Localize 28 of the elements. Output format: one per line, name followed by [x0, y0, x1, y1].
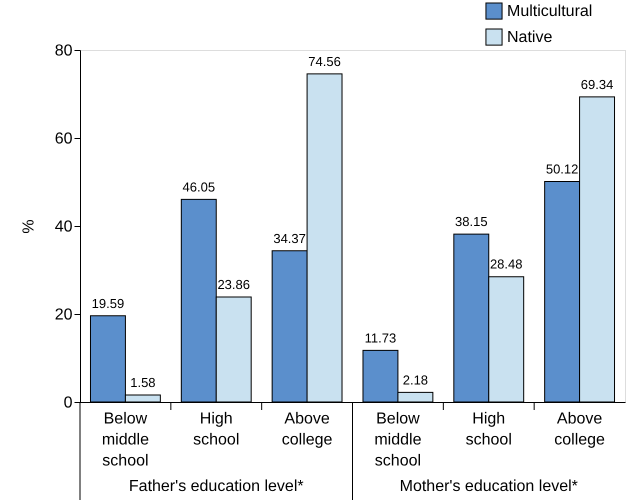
x-tick-label: High school	[466, 410, 512, 448]
data-label: 28.48	[490, 256, 522, 272]
data-label: 50.12	[546, 161, 578, 176]
x-tick-label: Below middle school	[374, 410, 422, 470]
legend-label: Native	[507, 29, 552, 46]
text: Father's education level*	[128, 478, 304, 495]
data-label: 46.05	[182, 179, 216, 194]
data-label: 1.58	[130, 375, 156, 390]
x-tick-label: Above college	[554, 410, 606, 448]
x-tick-label: Below middle school	[102, 410, 150, 470]
y-tick-label: 20	[54, 306, 73, 324]
x-tick-label: High school	[193, 410, 240, 448]
legend-label: Multicultural	[507, 3, 592, 20]
x-tick-label: Above college	[282, 410, 333, 448]
y-tick-label: 0	[64, 394, 73, 412]
data-label: 11.73	[364, 330, 396, 346]
data-label: 23.86	[217, 277, 250, 292]
data-label: 2.18	[402, 372, 428, 388]
y-tick-label: 40	[54, 218, 73, 236]
data-label: 19.59	[92, 296, 124, 311]
y-tick-label: 80	[54, 42, 73, 60]
y-axis-title: %	[20, 219, 38, 234]
y-tick-label: 60	[54, 130, 73, 148]
data-label: 69.34	[580, 76, 614, 92]
data-label: 38.15	[455, 214, 488, 230]
text: Mother's education level*	[400, 478, 578, 495]
data-label: 34.37	[273, 230, 306, 246]
data-label: 74.56	[308, 54, 341, 69]
